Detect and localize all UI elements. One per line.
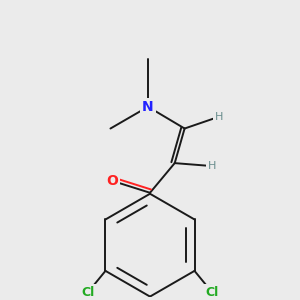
Text: H: H [215, 112, 224, 122]
Text: O: O [106, 174, 119, 188]
Text: N: N [142, 100, 154, 114]
Text: Cl: Cl [81, 286, 94, 299]
Text: Cl: Cl [206, 286, 219, 299]
Text: H: H [208, 161, 217, 171]
